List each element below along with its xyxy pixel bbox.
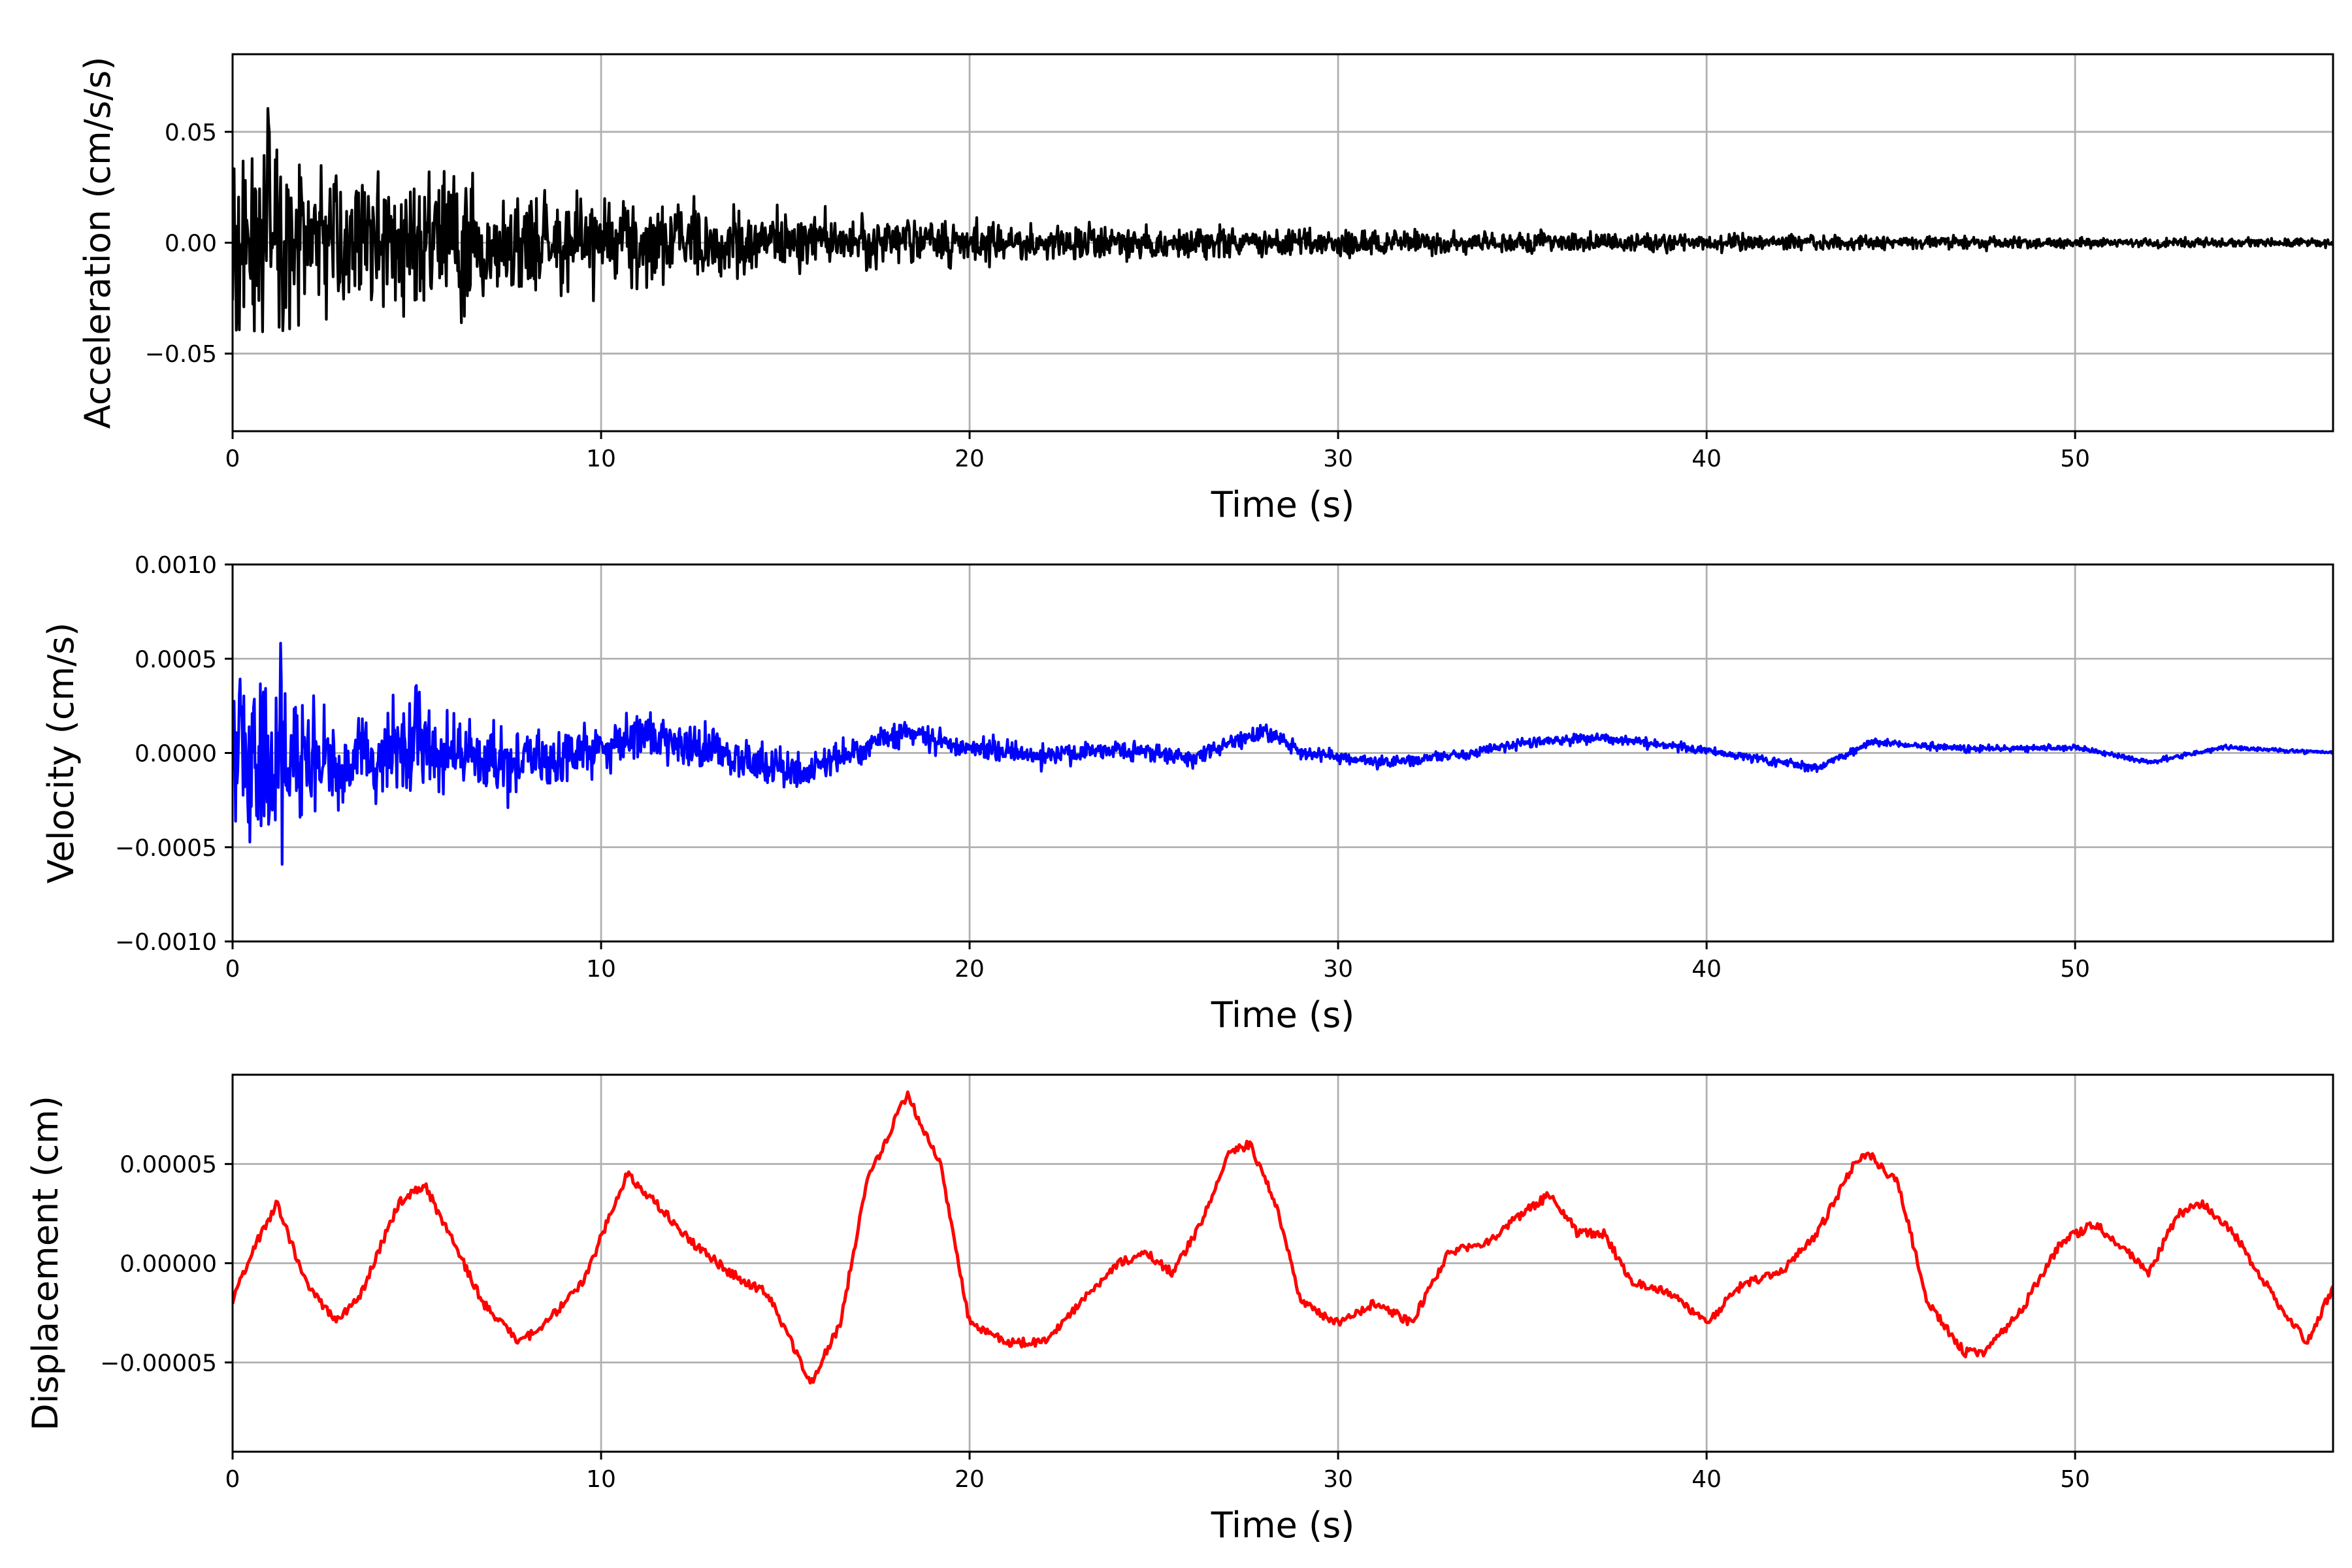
acceleration-x-tick-label: 30 [1323,446,1353,472]
velocity-y-tick-label: 0.0000 [135,741,217,768]
velocity-y-tick-label: −0.0005 [115,835,217,862]
velocity-y-tick-label: 0.0005 [135,646,217,673]
velocity-x-tick-label: 20 [955,956,985,983]
velocity-y-tick-label: 0.0010 [135,552,217,579]
velocity-y-tick-label: −0.0010 [115,929,217,956]
velocity-x-tick-label: 10 [586,956,616,983]
acceleration-y-axis-label: Acceleration (cm/s/s) [77,57,118,429]
velocity-x-tick-label: 40 [1691,956,1722,983]
displacement-series-line [233,1090,2333,1385]
acceleration-x-tick-label: 20 [955,446,985,472]
velocity-panel: 0 10 20 30 40 50 −0.0010 −0.0005 0.0000 0.0005 0.0… [41,552,2334,1036]
velocity-y-axis-label: Velocity (cm/s) [41,623,82,884]
acceleration-series-line [233,106,2333,333]
acceleration-y-tick-label: −0.05 [145,341,217,368]
acceleration-x-tick-label: 40 [1691,446,1722,472]
velocity-x-tick-label: 30 [1323,956,1353,983]
displacement-x-tick-label: 0 [225,1466,240,1493]
displacement-x-axis-label: Time (s) [1211,1505,1355,1546]
acceleration-x-axis-label: Time (s) [1211,484,1355,525]
acceleration-x-tick-label: 50 [2060,446,2090,472]
acceleration-x-tick-label: 10 [586,446,616,472]
displacement-x-tick-label: 20 [955,1466,985,1493]
velocity-x-axis-label: Time (s) [1211,994,1355,1036]
velocity-x-tick-label: 50 [2060,956,2090,983]
acceleration-panel: 0 10 20 30 40 50 −0.05 0.00 0.05 Time (s) Accele… [77,53,2334,525]
displacement-y-tick-label: −0.00005 [100,1350,217,1377]
displacement-x-tick-label: 50 [2060,1466,2090,1493]
acceleration-x-tick-label: 0 [225,446,240,472]
displacement-x-tick-label: 30 [1323,1466,1353,1493]
displacement-x-tick-label: 40 [1691,1466,1722,1493]
displacement-y-tick-label: 0.00005 [120,1152,217,1179]
displacement-panel: 0 10 20 30 40 50 −0.00005 0.00000 0.00005 Time (… [25,1073,2334,1546]
velocity-series-line [233,642,2333,866]
acceleration-y-tick-label: 0.00 [165,231,217,257]
displacement-y-axis-label: Displacement (cm) [25,1096,66,1431]
velocity-x-tick-label: 0 [225,956,240,983]
acceleration-y-tick-label: 0.05 [165,120,217,146]
displacement-x-tick-label: 10 [586,1466,616,1493]
displacement-y-tick-label: 0.00000 [120,1251,217,1278]
